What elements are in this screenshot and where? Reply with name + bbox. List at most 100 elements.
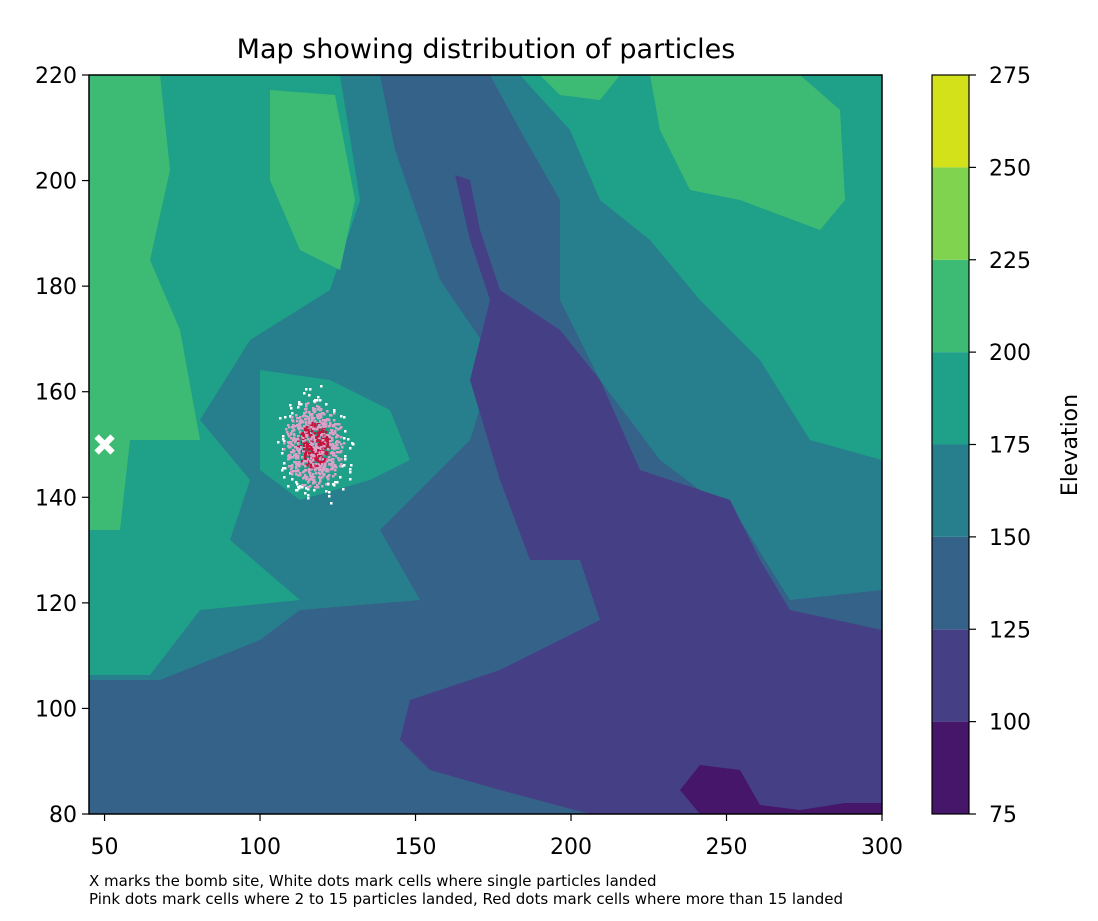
terrain-200-225-top	[270, 90, 355, 270]
few-particles-dot	[295, 461, 298, 464]
colorbar-segment	[932, 721, 969, 814]
few-particles-dot	[300, 446, 303, 449]
single-particle-dot	[284, 416, 287, 419]
many-particles-dot	[306, 426, 309, 429]
few-particles-dot	[317, 408, 320, 411]
few-particles-dot	[299, 431, 302, 434]
many-particles-dot	[304, 428, 307, 431]
few-particles-dot	[329, 424, 332, 427]
bomb-x-stroke	[94, 434, 115, 455]
few-particles-dot	[331, 439, 334, 442]
few-particles-dot	[322, 469, 325, 472]
few-particles-dot	[298, 427, 301, 430]
few-particles-dot	[290, 432, 293, 435]
few-particles-dot	[332, 461, 335, 464]
few-particles-dot	[297, 435, 300, 438]
many-particles-dot	[317, 460, 320, 463]
few-particles-dot	[295, 453, 298, 456]
few-particles-dot	[302, 440, 305, 443]
single-particle-dot	[304, 492, 307, 495]
caption-line-1: X marks the bomb site, White dots mark c…	[89, 872, 657, 890]
few-particles-dot	[304, 439, 307, 442]
few-particles-dot	[292, 438, 295, 441]
many-particles-dot	[308, 434, 311, 437]
single-particle-dot	[299, 485, 302, 488]
single-particle-dot	[282, 438, 285, 441]
many-particles-dot	[318, 455, 321, 458]
single-particle-dot	[287, 485, 290, 488]
few-particles-dot	[314, 486, 317, 489]
few-particles-dot	[336, 440, 339, 443]
few-particles-dot	[324, 463, 327, 466]
few-particles-dot	[296, 420, 299, 423]
few-particles-dot	[301, 421, 304, 424]
few-particles-dot	[305, 403, 308, 406]
colorbar-tick-label: 275	[989, 64, 1031, 89]
few-particles-dot	[297, 443, 300, 446]
few-particles-dot	[304, 418, 307, 421]
few-particles-dot	[308, 421, 311, 424]
few-particles-dot	[334, 445, 337, 448]
single-particle-dot	[289, 404, 292, 407]
few-particles-dot	[326, 460, 329, 463]
colorbar-segment	[932, 167, 969, 260]
few-particles-dot	[334, 432, 337, 435]
few-particles-dot	[304, 474, 307, 477]
few-particles-dot	[287, 424, 290, 427]
single-particle-dot	[281, 469, 284, 472]
few-particles-dot	[315, 449, 318, 452]
many-particles-dot	[306, 444, 309, 447]
few-particles-dot	[311, 415, 314, 418]
few-particles-dot	[319, 458, 322, 461]
few-particles-dot	[302, 415, 305, 418]
few-particles-dot	[337, 428, 340, 431]
single-particle-dot	[341, 465, 344, 468]
many-particles-dot	[324, 439, 327, 442]
few-particles-dot	[314, 469, 317, 472]
many-particles-dot	[325, 431, 328, 434]
many-particles-dot	[304, 453, 307, 456]
few-particles-dot	[343, 442, 346, 445]
few-particles-dot	[309, 478, 312, 481]
colorbar-label: Elevation	[1058, 394, 1083, 496]
many-particles-dot	[314, 423, 317, 426]
few-particles-dot	[303, 460, 306, 463]
y-tick-label: 200	[35, 170, 77, 195]
many-particles-dot	[310, 434, 313, 437]
single-particle-dot	[344, 430, 347, 433]
few-particles-dot	[298, 462, 301, 465]
few-particles-dot	[334, 469, 337, 472]
single-particle-dot	[351, 442, 354, 445]
single-particle-dot	[330, 502, 333, 505]
few-particles-dot	[334, 430, 337, 433]
few-particles-dot	[294, 441, 297, 444]
few-particles-dot	[321, 471, 324, 474]
few-particles-dot	[335, 455, 338, 458]
few-particles-dot	[325, 420, 328, 423]
single-particle-dot	[290, 407, 293, 410]
many-particles-dot	[324, 458, 327, 461]
few-particles-dot	[313, 417, 316, 420]
few-particles-dot	[335, 442, 338, 445]
few-particles-dot	[305, 421, 308, 424]
many-particles-dot	[314, 425, 317, 428]
single-particle-dot	[308, 394, 311, 397]
many-particles-dot	[320, 443, 323, 446]
few-particles-dot	[295, 466, 298, 469]
single-particle-dot	[298, 403, 301, 406]
many-particles-dot	[328, 438, 331, 441]
few-particles-dot	[311, 436, 314, 439]
many-particles-dot	[297, 440, 300, 443]
single-particle-dot	[332, 483, 335, 486]
few-particles-dot	[336, 451, 339, 454]
few-particles-dot	[289, 446, 292, 449]
few-particles-dot	[283, 448, 286, 451]
many-particles-dot	[307, 429, 310, 432]
single-particle-dot	[313, 489, 316, 492]
single-particle-dot	[342, 488, 345, 491]
few-particles-dot	[319, 420, 322, 423]
few-particles-dot	[297, 455, 300, 458]
few-particles-dot	[290, 437, 293, 440]
many-particles-dot	[303, 445, 306, 448]
